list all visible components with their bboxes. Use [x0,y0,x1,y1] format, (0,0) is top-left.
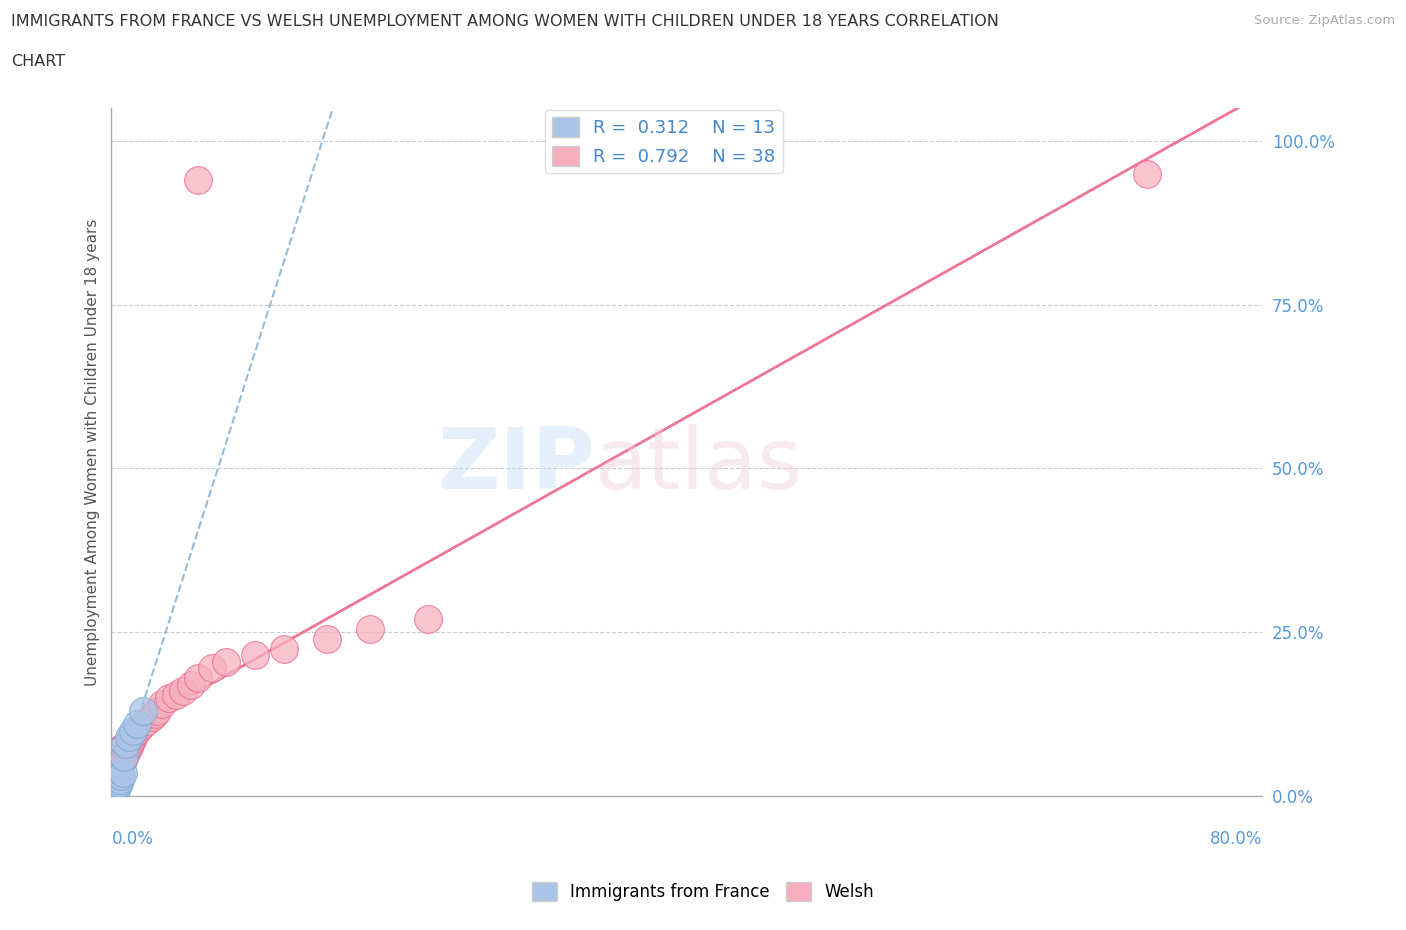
Point [104,778,127,793]
Point [416,612,439,627]
Point [187,173,209,188]
Point [110,756,132,771]
Point [110,769,132,784]
Point [101,785,124,800]
Text: ZIP: ZIP [437,424,595,507]
Point [115,743,138,758]
Point [108,772,131,787]
Point [201,661,224,676]
Point [132,717,155,732]
Point [118,739,141,754]
Point [172,684,194,698]
Point [118,730,141,745]
Point [273,641,295,656]
Point [165,687,187,702]
Point [122,724,145,738]
Point [187,671,209,685]
Legend: R =  0.312    N = 13, R =  0.792    N = 38: R = 0.312 N = 13, R = 0.792 N = 38 [544,110,783,173]
Point [132,703,155,718]
Point [114,737,136,751]
Point [121,733,143,748]
Point [157,690,180,705]
Point [108,763,131,777]
Point [103,782,125,797]
Point [114,746,136,761]
Point [112,750,135,764]
Point [129,720,152,735]
Point [127,724,149,738]
Point [245,648,267,663]
Point [215,655,238,670]
Point [136,713,159,728]
Point [359,621,381,636]
Point [112,750,135,764]
Point [104,782,127,797]
Text: IMMIGRANTS FROM FRANCE VS WELSH UNEMPLOYMENT AMONG WOMEN WITH CHILDREN UNDER 18 : IMMIGRANTS FROM FRANCE VS WELSH UNEMPLOY… [11,14,1000,29]
Point [107,776,129,790]
Point [103,785,125,800]
Y-axis label: Unemployment Among Women with Children Under 18 years: Unemployment Among Women with Children U… [86,219,100,685]
Point [141,710,163,724]
Point [120,737,142,751]
Point [105,778,128,793]
Text: CHART: CHART [11,54,65,69]
Point [107,769,129,784]
Point [122,730,145,745]
Point [111,752,134,767]
Text: Source: ZipAtlas.com: Source: ZipAtlas.com [1254,14,1395,27]
Point [124,726,146,741]
Point [1136,166,1159,181]
Point [143,707,166,722]
Text: atlas: atlas [595,424,803,507]
Point [127,717,149,732]
Point [180,677,202,692]
Text: 0.0%: 0.0% [111,830,153,848]
Point [111,765,134,780]
Text: 80.0%: 80.0% [1209,830,1263,848]
Point [150,697,173,711]
Point [146,703,169,718]
Point [316,631,339,646]
Legend: Immigrants from France, Welsh: Immigrants from France, Welsh [524,876,882,908]
Point [105,776,128,790]
